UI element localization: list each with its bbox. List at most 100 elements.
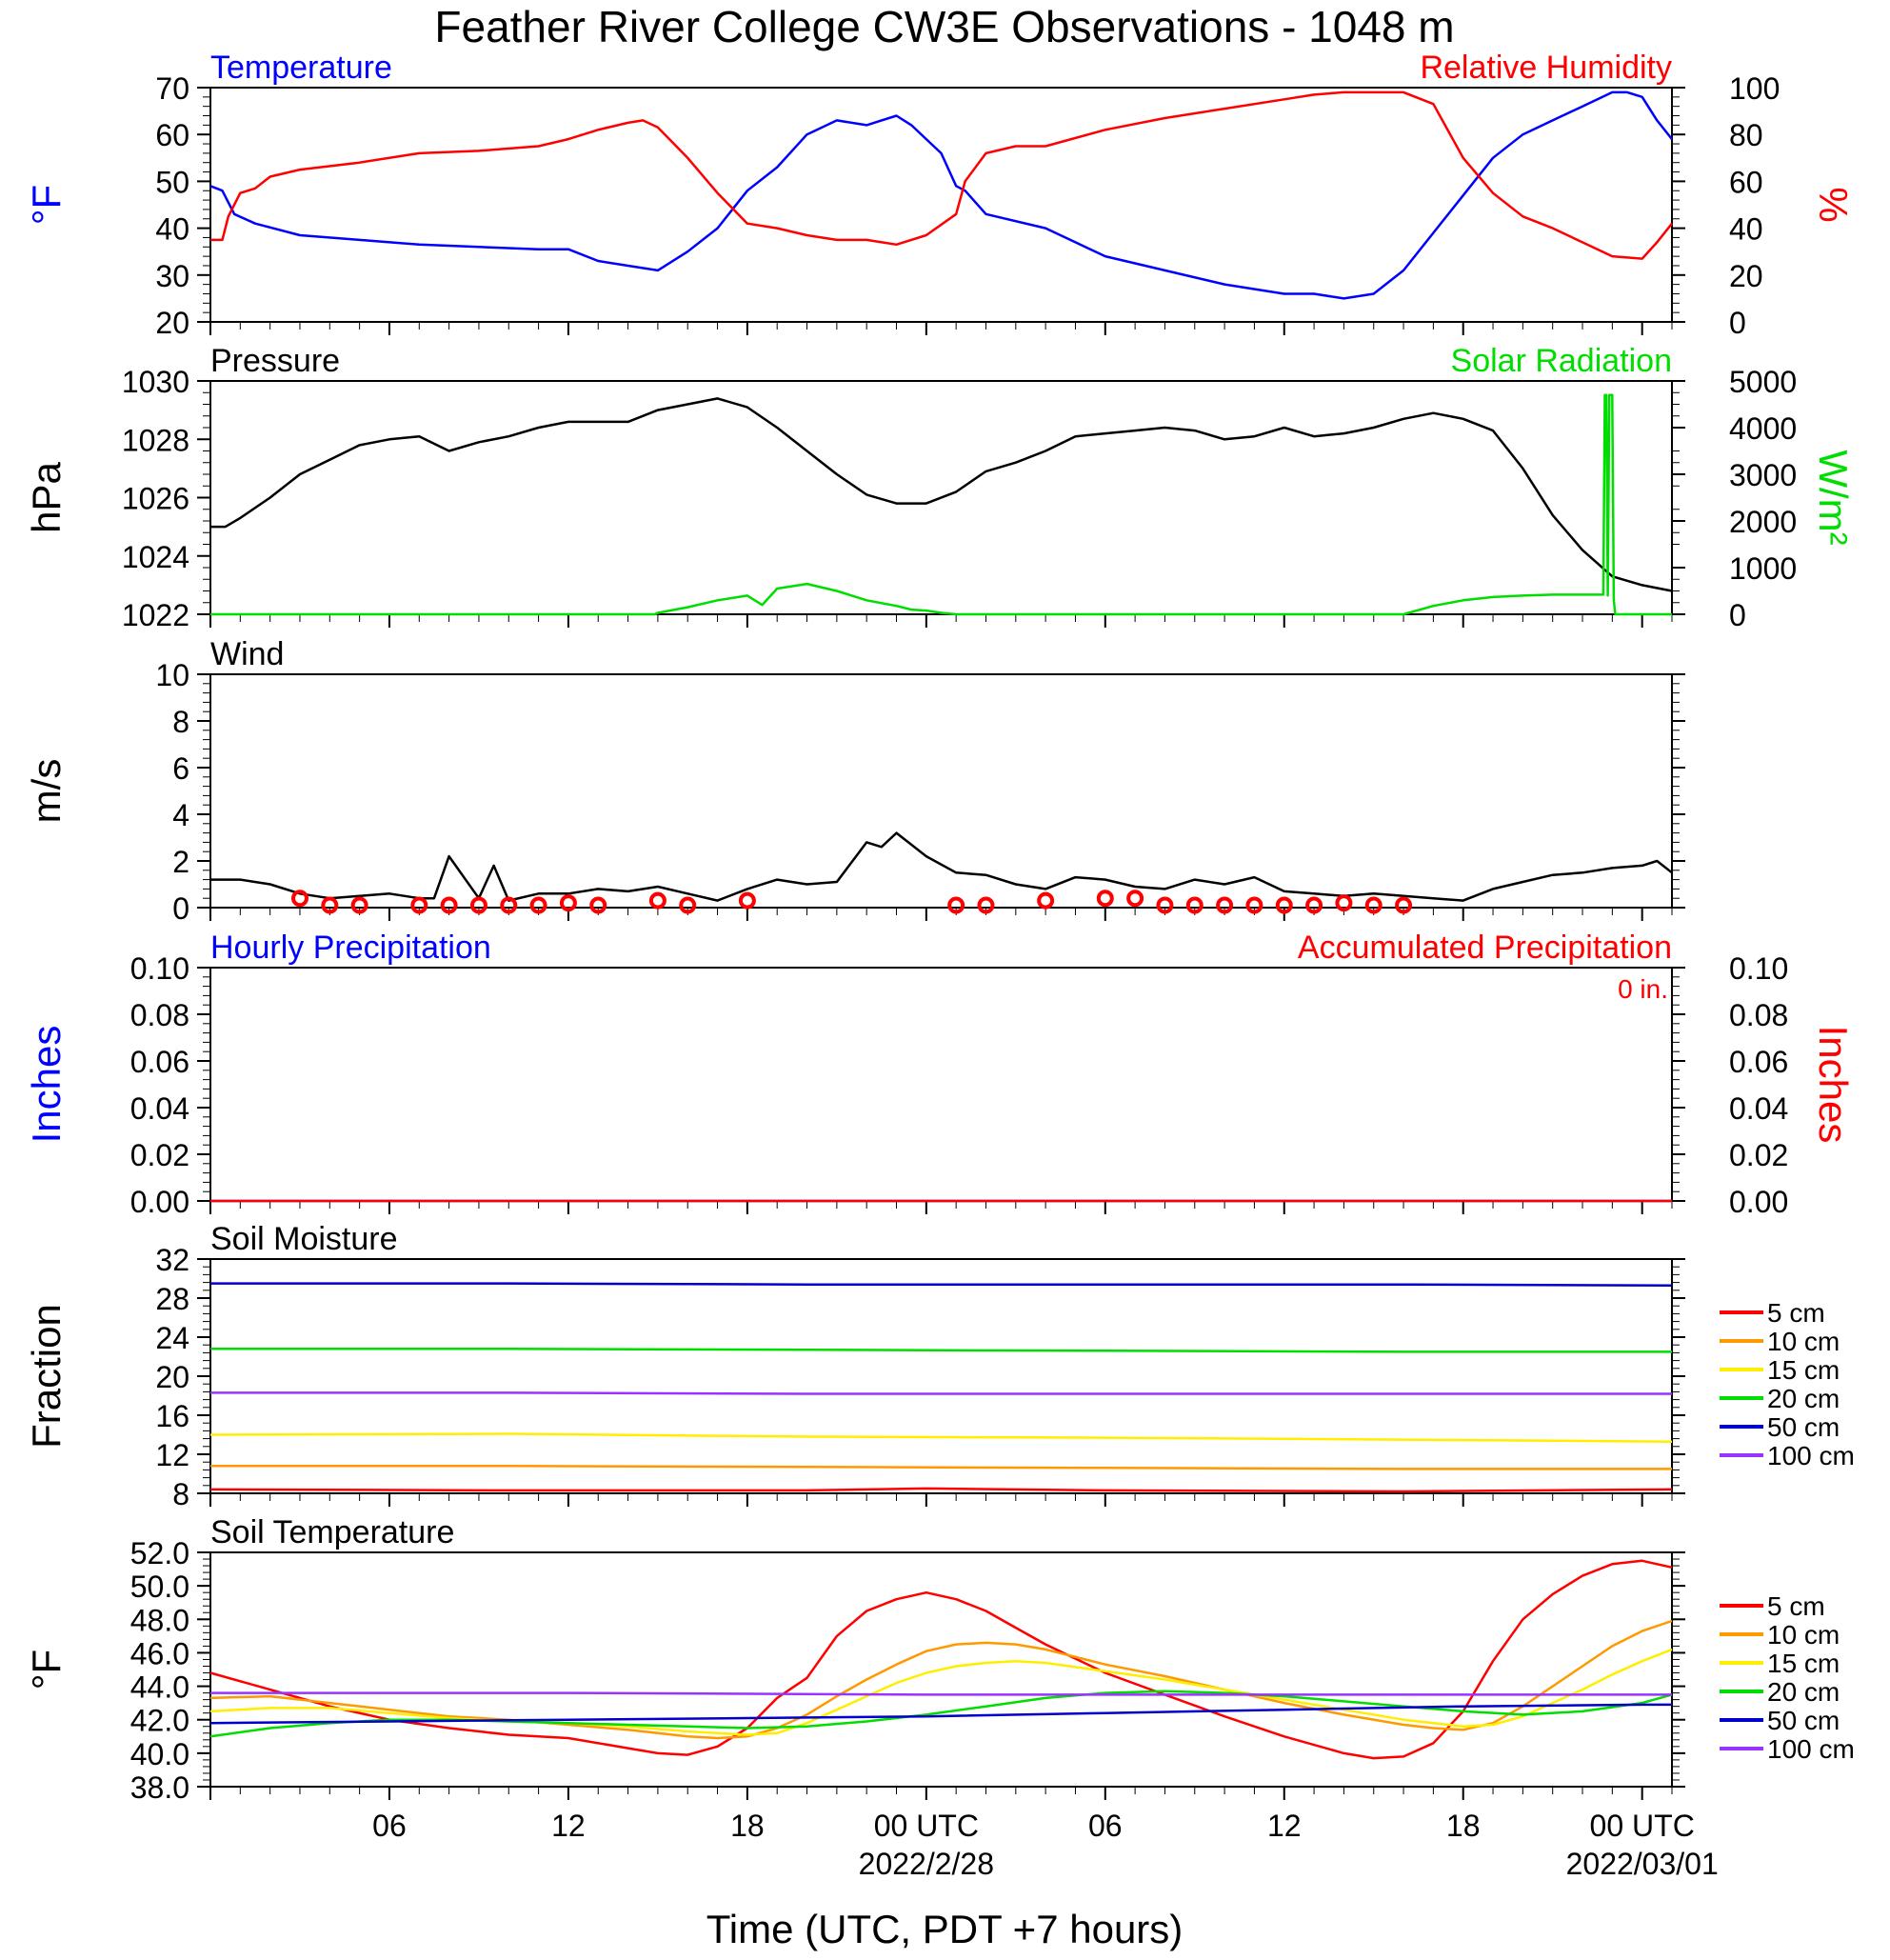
legend-label: 100 cm: [1767, 1441, 1855, 1470]
calm-marker: [1216, 896, 1234, 914]
plot-frame: [209, 1551, 1673, 1788]
y-tick-label: 2: [172, 845, 189, 879]
series-line-5-cm: [209, 1487, 1673, 1493]
legend-label: 15 cm: [1767, 1649, 1840, 1678]
y-tick-label-right: 0.08: [1729, 998, 1788, 1032]
y-tick-label: 0.08: [130, 998, 189, 1032]
panel-title-left: Temperature: [210, 50, 392, 86]
plot-frame: [209, 1258, 1673, 1494]
y-tick-label: 1030: [122, 365, 189, 399]
y-axis-label-right: Inches: [1811, 1026, 1856, 1144]
legend-label: 20 cm: [1767, 1384, 1840, 1413]
series-line-50-cm: [209, 1703, 1672, 1725]
y-axis-label-left: Fraction: [24, 1304, 69, 1449]
y-tick-label: 1026: [122, 482, 189, 516]
y-tick-label: 12: [155, 1438, 189, 1472]
legend-label: 5 cm: [1767, 1591, 1825, 1621]
series-line-10-cm: [210, 1465, 1672, 1470]
legend-label: 15 cm: [1767, 1355, 1840, 1385]
panel-title-right: Solar Radiation: [1451, 343, 1672, 379]
legend-label: 20 cm: [1767, 1677, 1840, 1707]
series-line-wind: [210, 831, 1673, 902]
x-tick-label: 00 UTC: [874, 1809, 979, 1843]
y-tick-label: 42.0: [130, 1704, 189, 1738]
y-tick-label: 0.06: [130, 1045, 189, 1079]
y-axis-label-left: °F: [24, 1650, 69, 1690]
calm-marker: [1096, 890, 1114, 908]
y-axis-label-right: %: [1811, 187, 1856, 222]
series-line-15-cm: [209, 1432, 1673, 1443]
y-tick-label: 0.00: [130, 1185, 189, 1219]
calm-marker: [947, 896, 965, 914]
y-tick-label: 6: [172, 751, 189, 786]
calm-marker: [1126, 890, 1144, 908]
y-tick-label: 44.0: [130, 1670, 189, 1705]
y-tick-label-right: 3000: [1729, 458, 1797, 492]
y-axis-label-left: hPa: [24, 461, 69, 532]
x-tick-date-label: 2022/03/01: [1566, 1847, 1719, 1881]
panel-soil_temperature: 38.040.042.044.046.048.050.052.0 Soil Tem…: [24, 1514, 1855, 1805]
y-tick-label: 1024: [122, 540, 189, 574]
calm-marker: [679, 896, 697, 914]
y-tick-label: 0: [172, 891, 189, 926]
y-tick-label: 1022: [122, 598, 189, 632]
y-tick-label-right: 4000: [1729, 411, 1797, 446]
panel-title-left: Soil Temperature: [210, 1514, 454, 1550]
plot-frame: [209, 673, 1673, 909]
x-tick-label: 12: [1267, 1809, 1302, 1843]
y-tick-label-right: 0.00: [1729, 1185, 1788, 1219]
y-tick-label: 60: [155, 118, 189, 152]
calm-marker: [738, 891, 756, 910]
legend-label: 50 cm: [1767, 1706, 1840, 1735]
calm-marker: [977, 896, 995, 914]
y-tick-label-right: 100: [1729, 71, 1780, 106]
series-line-100-cm: [210, 1391, 1672, 1395]
y-tick-label-right: 80: [1729, 118, 1763, 152]
calm-marker: [350, 896, 368, 914]
y-tick-label: 32: [155, 1243, 189, 1277]
x-tick-label: 12: [551, 1809, 586, 1843]
calm-marker: [410, 896, 428, 914]
legend-label: 5 cm: [1767, 1298, 1825, 1328]
series-line-temperature: [209, 90, 1673, 300]
y-tick-label: 40.0: [130, 1737, 189, 1771]
calm-marker: [1245, 896, 1263, 914]
chart-title: Feather River College CW3E Observations …: [434, 2, 1454, 51]
calm-marker: [529, 896, 547, 914]
y-tick-label-right: 0.04: [1729, 1091, 1788, 1126]
legend-label: 50 cm: [1767, 1412, 1840, 1442]
x-tick-label: 18: [730, 1809, 765, 1843]
y-tick-label-right: 0.02: [1729, 1138, 1788, 1172]
calm-marker: [469, 896, 487, 914]
y-tick-label: 28: [155, 1282, 189, 1316]
series-line-5-cm: [209, 1559, 1673, 1760]
x-tick-label: 06: [1088, 1809, 1123, 1843]
legend-label: 10 cm: [1767, 1620, 1840, 1650]
calm-marker: [1364, 896, 1383, 914]
y-tick-label: 20: [155, 1360, 189, 1394]
x-tick-date-label: 2022/2/28: [859, 1847, 994, 1881]
y-tick-label: 50: [155, 165, 189, 199]
y-axis-label-left: °F: [24, 185, 69, 225]
y-tick-label: 70: [155, 71, 189, 106]
y-tick-label: 52.0: [130, 1536, 189, 1570]
legend-label: 10 cm: [1767, 1327, 1840, 1356]
y-tick-label: 48.0: [130, 1603, 189, 1637]
y-tick-label: 1028: [122, 423, 189, 457]
calm-marker: [1275, 896, 1293, 914]
calm-marker: [1185, 896, 1204, 914]
plot-frame: [209, 967, 1673, 1202]
calm-marker: [1156, 896, 1174, 914]
panel-title-right: Accumulated Precipitation: [1298, 930, 1672, 966]
y-tick-label-right: 20: [1729, 259, 1763, 293]
calm-marker: [589, 896, 607, 914]
calm-marker: [440, 896, 458, 914]
calm-marker: [559, 894, 577, 912]
panel-wind: 0 2 4 6 8 10 Wind m/s: [24, 636, 1685, 926]
panel-precip: 0.00 0.02 0.04 0.06 0.08 0.10 0.00 0.02 0.04 0.06…: [24, 930, 1856, 1219]
y-tick-label-right: 0.10: [1729, 951, 1788, 986]
calm-marker: [1335, 894, 1353, 912]
y-tick-label: 20: [155, 306, 189, 340]
y-tick-label: 4: [172, 798, 189, 832]
